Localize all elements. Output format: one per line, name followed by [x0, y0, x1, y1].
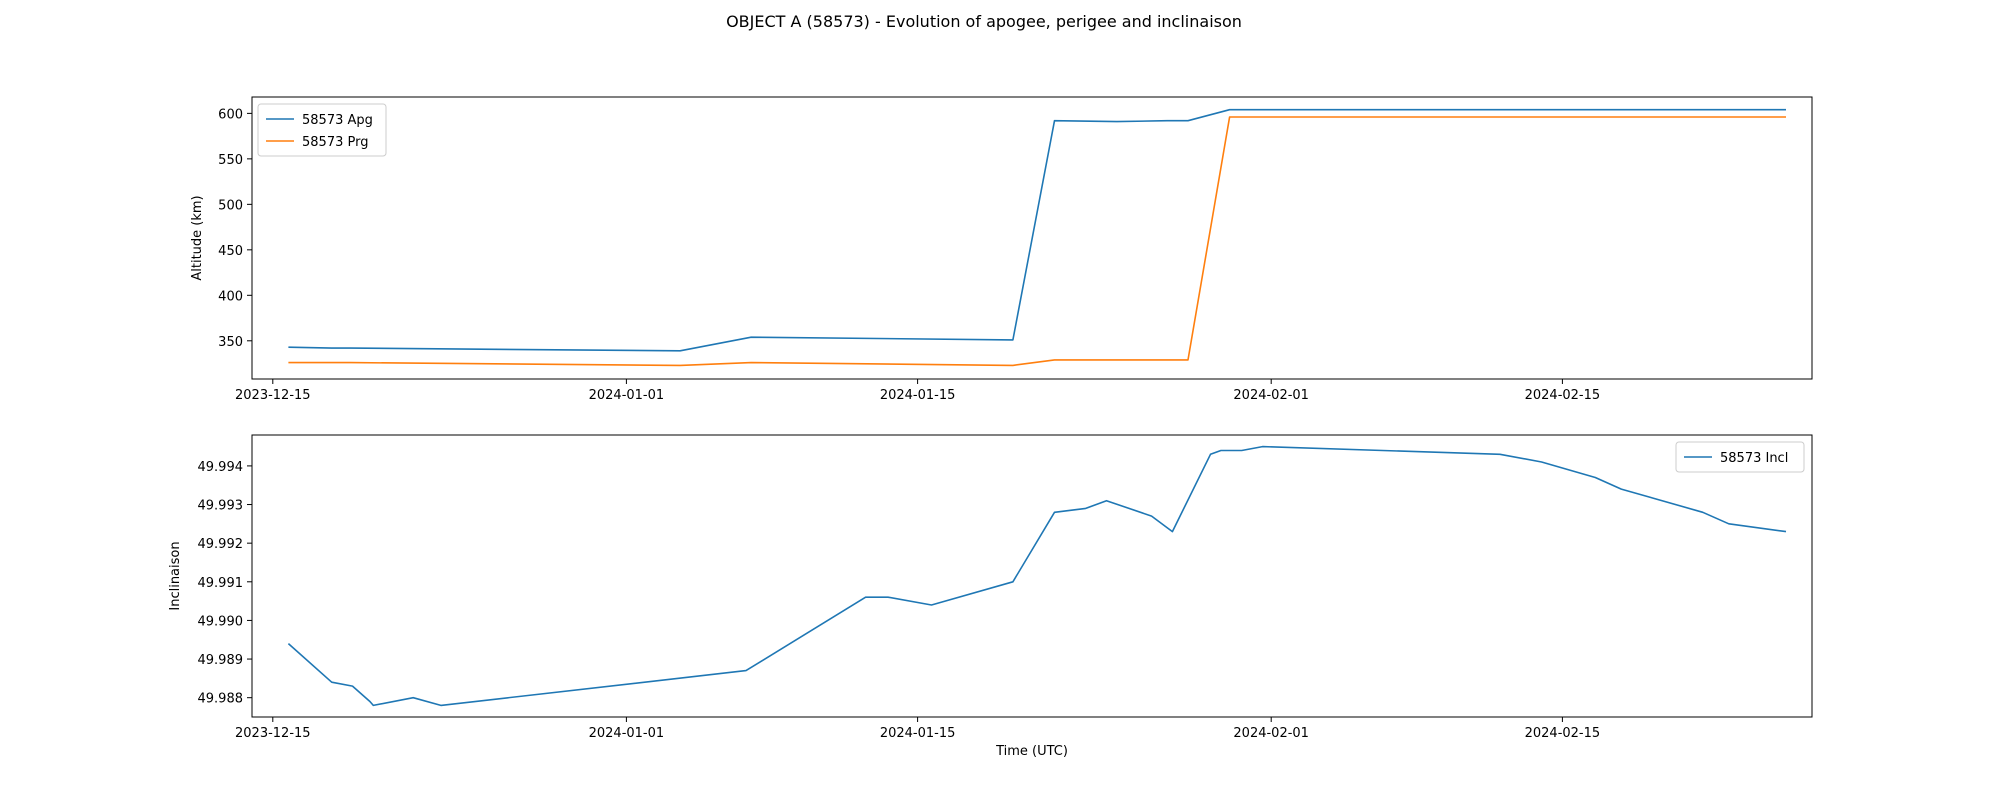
inclination-axes: 2023-12-15 2024-01-01 2024-01-15 2024-02-01…	[168, 434, 1813, 759]
series-line-58573-prg	[288, 116, 1786, 367]
legend-label: 58573 Prg	[302, 135, 368, 150]
x-tick-label: 2023-12-15	[235, 388, 311, 403]
y-tick-label: 500	[218, 198, 243, 213]
series-line-58573-apg	[288, 108, 1786, 352]
x-tick-label: 2024-01-15	[880, 388, 956, 403]
y-tick-label: 49.992	[198, 537, 244, 552]
axes-frame	[251, 434, 1813, 718]
y-tick-label: 49.990	[198, 614, 244, 629]
legend-box	[257, 103, 387, 157]
y-tick-label: 49.988	[198, 692, 244, 707]
x-tick-label: 2024-02-15	[1525, 388, 1601, 403]
legend-label: 58573 Incl	[1720, 451, 1788, 466]
legend-label: 58573 Apg	[302, 113, 373, 128]
x-tick-label: 2024-01-01	[589, 388, 665, 403]
legend-box	[1675, 441, 1805, 473]
axes-frame	[251, 96, 1813, 380]
x-tick-label: 2024-01-01	[589, 726, 665, 741]
x-tick-label: 2024-02-01	[1233, 388, 1309, 403]
legend: 58573 Incl	[1675, 441, 1805, 473]
y-tick-label: 49.994	[198, 460, 244, 475]
y-tick-label: 550	[218, 153, 243, 168]
y-axis-label: Inclinaison	[168, 541, 183, 610]
legend: 58573 Apg 58573 Prg	[257, 103, 387, 157]
x-tick-label: 2024-02-01	[1233, 726, 1309, 741]
y-tick-label: 350	[218, 335, 243, 350]
x-tick-label: 2023-12-15	[235, 726, 311, 741]
series-line-58573-incl	[287, 445, 1787, 707]
y-axis-label: Altitude (km)	[190, 195, 205, 280]
altitude-axes: 2023-12-15 2024-01-01 2024-01-15 2024-02-01…	[190, 96, 1813, 403]
x-tick-label: 2024-02-15	[1525, 726, 1601, 741]
y-tick-label: 49.993	[198, 499, 244, 514]
y-tick-label: 49.989	[198, 653, 244, 668]
y-tick-label: 450	[218, 244, 243, 259]
figure-title: OBJECT A (58573) - Evolution of apogee, …	[726, 12, 1242, 31]
x-axis-label: Time (UTC)	[995, 744, 1068, 759]
x-tick-label: 2024-01-15	[880, 726, 956, 741]
y-tick-label: 400	[218, 289, 243, 304]
y-tick-label: 49.991	[198, 576, 244, 591]
y-tick-label: 600	[218, 107, 243, 122]
